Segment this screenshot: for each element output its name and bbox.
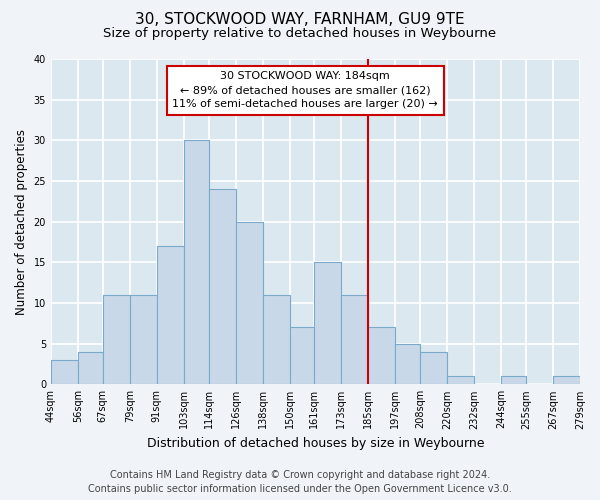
Bar [420, 352, 447, 384]
Bar [553, 376, 580, 384]
Bar [103, 295, 130, 384]
Bar [78, 352, 103, 384]
Text: 30, STOCKWOOD WAY, FARNHAM, GU9 9TE: 30, STOCKWOOD WAY, FARNHAM, GU9 9TE [135, 12, 465, 28]
Bar [395, 344, 420, 384]
Bar [314, 262, 341, 384]
X-axis label: Distribution of detached houses by size in Weybourne: Distribution of detached houses by size … [147, 437, 484, 450]
Bar [447, 376, 474, 384]
Bar [368, 328, 395, 384]
Bar [51, 360, 78, 384]
Text: Size of property relative to detached houses in Weybourne: Size of property relative to detached ho… [103, 28, 497, 40]
Bar [209, 189, 236, 384]
Bar [501, 376, 526, 384]
Text: Contains HM Land Registry data © Crown copyright and database right 2024.
Contai: Contains HM Land Registry data © Crown c… [88, 470, 512, 494]
Y-axis label: Number of detached properties: Number of detached properties [15, 128, 28, 314]
Bar [290, 328, 314, 384]
Bar [341, 295, 368, 384]
Bar [130, 295, 157, 384]
Bar [236, 222, 263, 384]
Bar [263, 295, 290, 384]
Text: 30 STOCKWOOD WAY: 184sqm
← 89% of detached houses are smaller (162)
11% of semi-: 30 STOCKWOOD WAY: 184sqm ← 89% of detach… [172, 71, 438, 109]
Bar [184, 140, 209, 384]
Bar [157, 246, 184, 384]
